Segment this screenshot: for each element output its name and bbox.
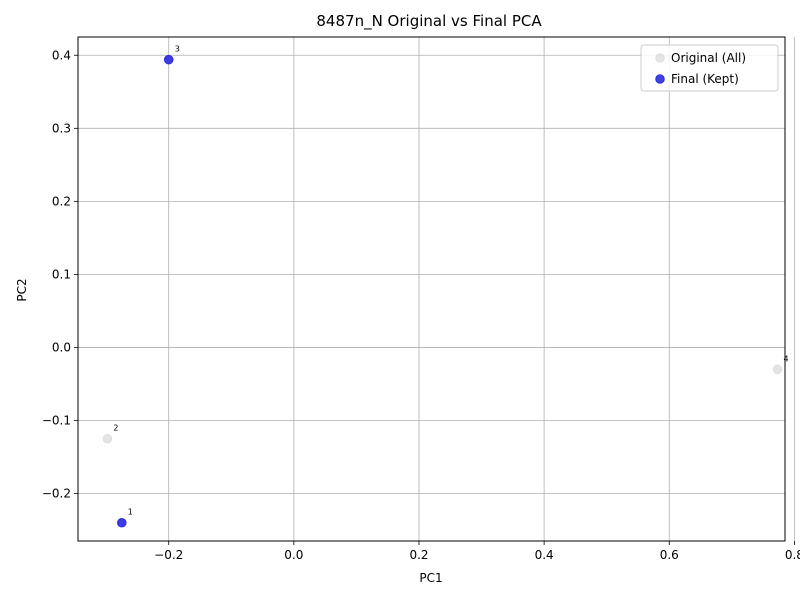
point-labels: 1 2 3 4 — [113, 45, 788, 517]
point-label-4: 4 — [783, 354, 788, 363]
data-points — [102, 54, 783, 528]
y-axis-label: PC2 — [15, 278, 29, 301]
kept-point-1 — [116, 517, 127, 528]
point-label-1: 1 — [128, 508, 133, 517]
chart-title: 8487n_N Original vs Final PCA — [316, 12, 542, 31]
y-tick-label: −0.1 — [42, 413, 71, 427]
original-point-2 — [102, 433, 113, 444]
legend-marker-0 — [655, 53, 665, 63]
x-tick-label: 0.2 — [409, 548, 428, 562]
x-tick-label: 0.6 — [660, 548, 679, 562]
y-tick-label: 0.3 — [52, 121, 71, 135]
x-axis-label: PC1 — [419, 571, 442, 585]
original-point-4 — [772, 364, 783, 375]
grid — [78, 37, 795, 541]
legend-marker-1 — [655, 74, 665, 84]
y-tick-label: 0.0 — [52, 340, 71, 354]
point-label-2: 2 — [113, 424, 118, 433]
legend: Original (All) Final (Kept) — [640, 44, 779, 92]
legend-label: Original (All) — [671, 51, 746, 65]
x-tick-label: −0.2 — [154, 548, 183, 562]
legend-label: Final (Kept) — [671, 72, 739, 86]
point-label-3: 3 — [175, 45, 180, 54]
y-tick-label: 0.1 — [52, 267, 71, 281]
x-tick-label: 0.4 — [535, 548, 554, 562]
y-tick-label: 0.2 — [52, 194, 71, 208]
y-axis-ticks: −0.2 −0.1 0.0 0.1 0.2 0.3 0.4 — [42, 48, 78, 501]
x-axis-ticks: −0.2 0.0 0.2 0.4 0.6 0.8 — [154, 541, 800, 562]
y-tick-label: −0.2 — [42, 487, 71, 501]
plot-area-frame — [77, 36, 786, 542]
x-tick-label: 0.8 — [785, 548, 800, 562]
y-tick-label: 0.4 — [52, 48, 71, 62]
kept-point-3 — [163, 54, 174, 65]
legend-box — [640, 44, 779, 92]
x-tick-label: 0.0 — [284, 548, 303, 562]
